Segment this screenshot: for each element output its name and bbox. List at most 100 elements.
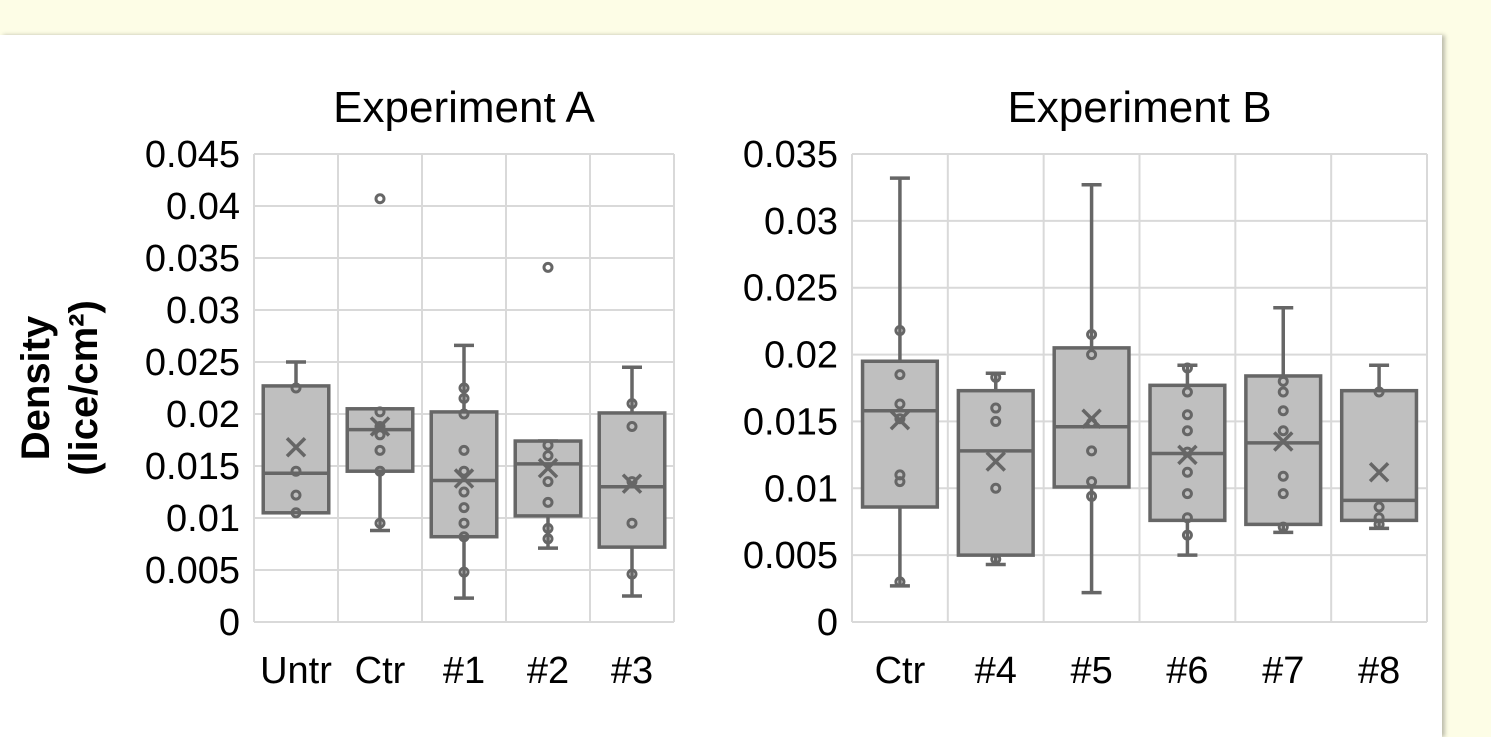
chart-1-y-tick-label: 0.015 xyxy=(145,446,240,488)
chart-1-data-point xyxy=(542,476,554,488)
chart-1-data-point xyxy=(374,444,386,456)
chart-1-title: Experiment A xyxy=(333,83,595,132)
chart-2-mean-marker xyxy=(1081,408,1102,429)
chart-2-box xyxy=(956,388,1035,557)
chart-1-data-point xyxy=(374,406,386,418)
chart-1-data-point xyxy=(542,439,554,451)
chart-1-data-point xyxy=(458,444,470,456)
chart-1-data-point xyxy=(458,382,470,394)
chart-2-data-point xyxy=(894,325,906,337)
chart-2-data-point xyxy=(1277,521,1289,533)
chart-2-data-point xyxy=(990,371,1002,383)
chart-2-data-point xyxy=(1181,466,1193,478)
chart-1-data-point xyxy=(542,533,554,545)
chart-2-data-point xyxy=(1181,409,1193,421)
chart-2-data-point xyxy=(990,415,1002,427)
chart-2-data-point xyxy=(1277,386,1289,398)
chart-2-data-point xyxy=(1373,386,1385,398)
chart-2-data-point xyxy=(894,576,906,588)
chart-1-y-tick-label: 0.035 xyxy=(145,238,240,280)
chart-1-data-point xyxy=(542,450,554,462)
chart-1-mean-marker xyxy=(369,416,391,437)
chart-2-mean-marker xyxy=(889,409,911,431)
chart-1-box xyxy=(597,411,667,549)
chart-1-y-tick-label: 0.045 xyxy=(145,134,240,176)
chart-1-data-point xyxy=(626,568,638,580)
chart-2-y-tick-label: 0.03 xyxy=(764,201,838,243)
chart-1-data-point xyxy=(374,517,386,529)
chart-1-y-tick-label: 0.03 xyxy=(166,290,240,332)
chart-2-data-point xyxy=(894,413,906,425)
chart-2-data-point xyxy=(1086,490,1098,502)
chart-1-data-point xyxy=(458,408,470,420)
chart-1-y-tick-label: 0.025 xyxy=(145,342,240,384)
chart-2-data-point xyxy=(1373,512,1385,524)
chart-2-y-tick-label: 0.005 xyxy=(743,535,838,577)
chart-1-data-point xyxy=(626,398,638,410)
chart-2-data-point xyxy=(1181,512,1193,524)
chart-1-data-point xyxy=(290,507,302,519)
chart-1-data-point xyxy=(626,420,638,432)
chart-2-data-point xyxy=(1086,349,1098,361)
chart-2-data-point xyxy=(1277,470,1289,482)
chart-1-y-tick-label: 0.01 xyxy=(166,498,240,540)
chart-1-data-point xyxy=(542,496,554,508)
chart-2-mean-marker xyxy=(1368,462,1390,483)
chart-1-data-point xyxy=(458,465,470,477)
chart-1-data-point xyxy=(290,382,302,394)
chart-2-data-point xyxy=(1086,476,1098,488)
chart-1-y-tick-label: 0.005 xyxy=(145,550,240,592)
chart-2-data-point xyxy=(1181,488,1193,500)
chart-1-x-tick-label: Untr xyxy=(260,650,332,692)
chart-2-data-point xyxy=(1373,501,1385,513)
chart-2-data-point xyxy=(1086,329,1098,341)
chart-1-data-point xyxy=(290,489,302,501)
chart-1-mean-marker xyxy=(285,437,307,458)
chart-2-data-point xyxy=(990,482,1002,494)
chart-1-data-point xyxy=(542,522,554,534)
chart-2-data-point xyxy=(990,402,1002,414)
y-axis-label-line1: Density xyxy=(14,315,58,460)
chart-2-data-point xyxy=(990,553,1002,565)
chart-2-x-tick-label: #5 xyxy=(1070,650,1112,692)
chart-1-mean-marker xyxy=(621,473,643,494)
chart-2-y-tick-label: 0.025 xyxy=(743,268,838,310)
chart-2-y-tick-label: 0.035 xyxy=(743,134,838,176)
chart-2-x-tick-label: #6 xyxy=(1166,650,1208,692)
chart-1-data-point xyxy=(458,502,470,514)
chart-2-x-tick-label: #8 xyxy=(1358,650,1400,692)
chart-1-x-tick-label: Ctr xyxy=(355,650,406,692)
chart-1-data-point xyxy=(458,517,470,529)
chart-2-data-point xyxy=(1181,386,1193,398)
chart-2-y-tick-label: 0 xyxy=(817,602,838,644)
chart-2-mean-marker xyxy=(1273,431,1294,452)
chart-2-data-point xyxy=(894,369,906,381)
chart-1-box xyxy=(429,410,499,539)
chart-1-outlier-point xyxy=(542,261,554,273)
chart-1-x-tick-label: #2 xyxy=(527,650,569,692)
chart-1-y-tick-label: 0.02 xyxy=(166,394,240,436)
chart-1-x-tick-label: #3 xyxy=(611,650,653,692)
chart-2-data-point xyxy=(894,398,906,410)
chart-2-data-point xyxy=(894,469,906,481)
chart-1-data-point xyxy=(290,465,302,477)
chart-2-x-tick-label: #7 xyxy=(1262,650,1304,692)
chart-2-y-tick-label: 0.015 xyxy=(743,401,838,443)
chart-2-x-tick-label: #4 xyxy=(975,650,1017,692)
chart-1-outlier-point xyxy=(374,193,386,205)
y-axis-label-line2: (lice/cm²) xyxy=(62,300,106,476)
chart-1-data-point xyxy=(458,486,470,498)
chart-2-data-point xyxy=(1277,375,1289,387)
chart-2-data-point xyxy=(1086,445,1098,457)
chart-2-box xyxy=(860,359,940,509)
chart-2-y-tick-label: 0.02 xyxy=(764,335,838,377)
chart-1-data-point xyxy=(374,465,386,477)
chart-2-data-point xyxy=(1181,362,1193,374)
chart-2-x-tick-label: Ctr xyxy=(875,650,926,692)
chart-2-data-point xyxy=(1277,405,1289,417)
chart-1-data-point xyxy=(458,392,470,404)
chart-2-title: Experiment B xyxy=(1007,83,1271,132)
chart-1-mean-marker xyxy=(537,457,559,479)
chart-1-data-point xyxy=(458,531,470,543)
chart-2-data-point xyxy=(1277,425,1289,437)
